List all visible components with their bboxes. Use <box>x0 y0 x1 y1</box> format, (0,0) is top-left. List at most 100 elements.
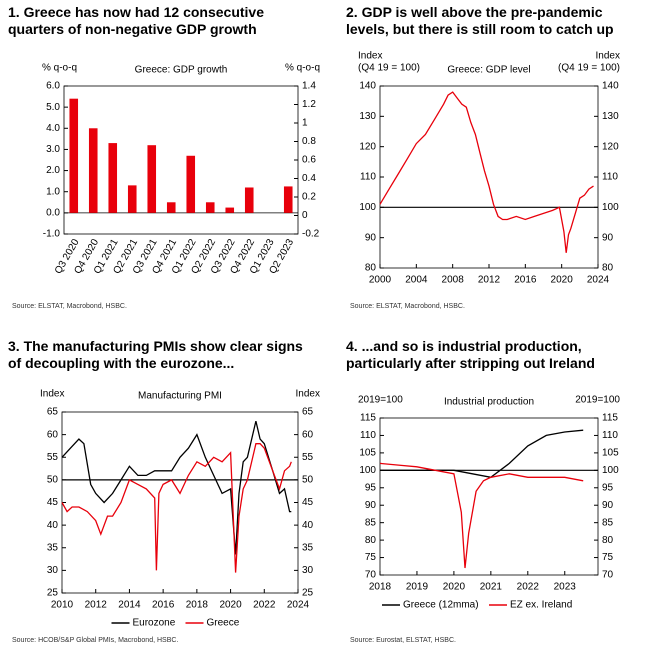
y-tick-label: 120 <box>359 141 376 152</box>
y-tick-label: 110 <box>360 430 376 441</box>
y2-tick-label: 100 <box>602 465 619 476</box>
plot-frame <box>63 85 299 235</box>
y2-axis-label: Index <box>296 389 320 400</box>
source: Source: HCOB/S&P Global PMIs, Macrobond,… <box>12 637 178 644</box>
y2-tick-label: 140 <box>602 81 619 92</box>
series-line <box>379 91 594 253</box>
bar <box>244 187 254 213</box>
y-tick-label: 80 <box>365 263 377 274</box>
x-tick-label: 2004 <box>405 275 428 286</box>
chart-title: 1. Greece has now had 12 consecutive qua… <box>8 4 264 37</box>
y-tick-label: 115 <box>360 413 376 424</box>
legend-label: Greece (12mma) <box>403 600 479 611</box>
bar <box>283 186 293 213</box>
x-tick-label: 2012 <box>85 600 108 611</box>
y2-tick-label: 110 <box>602 172 618 183</box>
subtitle: Manufacturing PMI <box>138 391 222 402</box>
y-axis-label: (Q4 19 = 100) <box>358 63 420 74</box>
y2-tick-label: 80 <box>602 263 614 274</box>
y-tick-label: 45 <box>47 497 59 508</box>
x-tick-label: 2016 <box>152 600 175 611</box>
bar <box>69 98 79 213</box>
x-tick-label: 2008 <box>442 275 465 286</box>
bar <box>108 143 118 213</box>
bar <box>127 185 137 213</box>
y-tick-label: 35 <box>47 542 59 553</box>
y2-tick-label: 60 <box>302 429 314 440</box>
y-tick-label: 80 <box>365 535 377 546</box>
y-tick-label: 6.0 <box>46 81 60 92</box>
legend-label: EZ ex. Ireland <box>510 600 572 611</box>
x-tick-label: 2023 <box>554 582 577 593</box>
x-tick-label: 2024 <box>587 275 610 286</box>
series-line <box>61 443 292 573</box>
y2-tick-label: 1 <box>302 118 308 129</box>
y2-tick-label: 1.2 <box>302 99 316 110</box>
y2-tick-label: 130 <box>602 111 619 122</box>
y2-axis-label: (Q4 19 = 100) <box>558 63 620 74</box>
bar <box>205 202 215 213</box>
y-tick-label: 100 <box>359 202 376 213</box>
y-tick-label: 90 <box>365 232 377 243</box>
bar <box>147 145 157 213</box>
y2-axis-label: 2019=100 <box>575 395 620 406</box>
y-tick-label: 70 <box>365 570 377 581</box>
y-tick-label: 60 <box>47 429 59 440</box>
x-tick-label: 2014 <box>118 600 141 611</box>
y-axis-label: Index <box>40 389 64 400</box>
x-tick-label: 2016 <box>514 275 537 286</box>
y2-tick-label: 55 <box>302 452 314 463</box>
x-tick-label: 2022 <box>253 600 276 611</box>
y2-tick-label: 90 <box>602 232 614 243</box>
bar <box>225 207 235 213</box>
y2-tick-label: 80 <box>602 535 614 546</box>
x-tick-label: 2000 <box>369 275 392 286</box>
plot-frame <box>379 417 599 576</box>
y-tick-label: 2.0 <box>46 165 60 176</box>
subtitle: Greece: GDP level <box>447 65 530 76</box>
y2-tick-label: 0 <box>302 210 308 221</box>
y-tick-label: 75 <box>365 552 377 563</box>
y-tick-label: 95 <box>365 482 377 493</box>
y2-tick-label: 0.2 <box>302 192 316 203</box>
y2-tick-label: 70 <box>602 570 614 581</box>
bar <box>88 128 98 213</box>
y2-axis-label: % q-o-q <box>285 63 320 74</box>
y-axis-label: 2019=100 <box>358 395 403 406</box>
legend-label: Greece <box>207 618 240 629</box>
y-tick-label: 110 <box>360 172 376 183</box>
y-tick-label: 0.0 <box>46 207 60 218</box>
y-tick-label: 65 <box>47 407 59 418</box>
y-tick-label: 140 <box>359 81 376 92</box>
bar <box>186 155 196 213</box>
plot-frame <box>61 411 299 594</box>
y2-tick-label: 35 <box>302 542 314 553</box>
y2-tick-label: 85 <box>602 517 614 528</box>
y2-tick-label: 105 <box>602 448 619 459</box>
y-tick-label: 3.0 <box>46 144 60 155</box>
y2-tick-label: 75 <box>602 552 614 563</box>
y-tick-label: 105 <box>359 448 376 459</box>
y2-tick-label: 30 <box>302 565 314 576</box>
y2-tick-label: 45 <box>302 497 314 508</box>
y2-tick-label: 90 <box>602 500 614 511</box>
chart-title: 4. ...and so is industrial production, p… <box>346 338 595 371</box>
x-tick-label: 2020 <box>219 600 242 611</box>
y-tick-label: 1.0 <box>46 186 60 197</box>
y2-tick-label: 110 <box>602 430 618 441</box>
x-tick-label: 2021 <box>480 582 503 593</box>
y2-tick-label: 100 <box>602 202 619 213</box>
y-axis-label: Index <box>358 51 382 62</box>
y-tick-label: 50 <box>47 475 59 486</box>
y2-tick-label: 25 <box>302 588 314 599</box>
y2-tick-label: 40 <box>302 520 314 531</box>
y2-tick-label: 65 <box>302 407 314 418</box>
y2-tick-label: 1.4 <box>302 81 316 92</box>
y-tick-label: 130 <box>359 111 376 122</box>
source: Source: Eurostat, ELSTAT, HSBC. <box>350 637 456 644</box>
series-line <box>379 462 584 569</box>
y-tick-label: -1.0 <box>43 229 61 240</box>
y2-tick-label: -0.2 <box>302 229 320 240</box>
